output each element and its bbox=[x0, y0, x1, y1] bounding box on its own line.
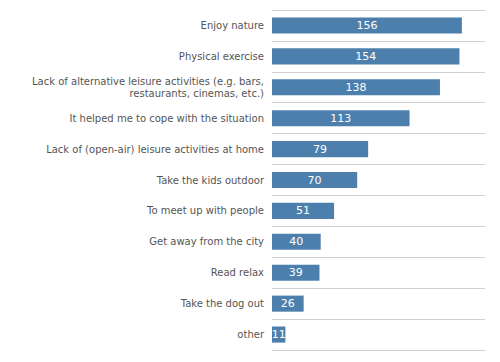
svg-text:It helped me to cope with the: It helped me to cope with the situation bbox=[70, 113, 264, 124]
svg-text:39: 39 bbox=[289, 266, 303, 279]
svg-text:Take the kids outdoor: Take the kids outdoor bbox=[156, 175, 265, 186]
svg-text:154: 154 bbox=[355, 50, 376, 63]
svg-text:138: 138 bbox=[345, 81, 366, 94]
svg-text:79: 79 bbox=[313, 143, 327, 156]
svg-text:Enjoy nature: Enjoy nature bbox=[201, 20, 264, 31]
svg-text:To meet up with people: To meet up with people bbox=[146, 205, 264, 216]
svg-text:156: 156 bbox=[356, 19, 377, 32]
svg-text:Read relax: Read relax bbox=[211, 267, 264, 278]
svg-text:Lack of (open-air) leisure act: Lack of (open-air) leisure activities at… bbox=[46, 144, 264, 155]
svg-text:other: other bbox=[237, 329, 265, 340]
svg-text:Get away from the city: Get away from the city bbox=[149, 236, 264, 247]
svg-text:restaurants, cinemas, etc.): restaurants, cinemas, etc.) bbox=[129, 88, 264, 99]
svg-text:11: 11 bbox=[272, 328, 286, 341]
svg-text:51: 51 bbox=[296, 204, 310, 217]
svg-text:113: 113 bbox=[330, 112, 351, 125]
svg-text:70: 70 bbox=[308, 174, 322, 187]
svg-text:26: 26 bbox=[281, 297, 295, 310]
svg-text:40: 40 bbox=[289, 235, 303, 248]
svg-text:Lack of alternative leisure ac: Lack of alternative leisure activities (… bbox=[32, 76, 264, 87]
svg-text:Take the dog out: Take the dog out bbox=[180, 298, 264, 309]
svg-text:Physical exercise: Physical exercise bbox=[179, 51, 264, 62]
